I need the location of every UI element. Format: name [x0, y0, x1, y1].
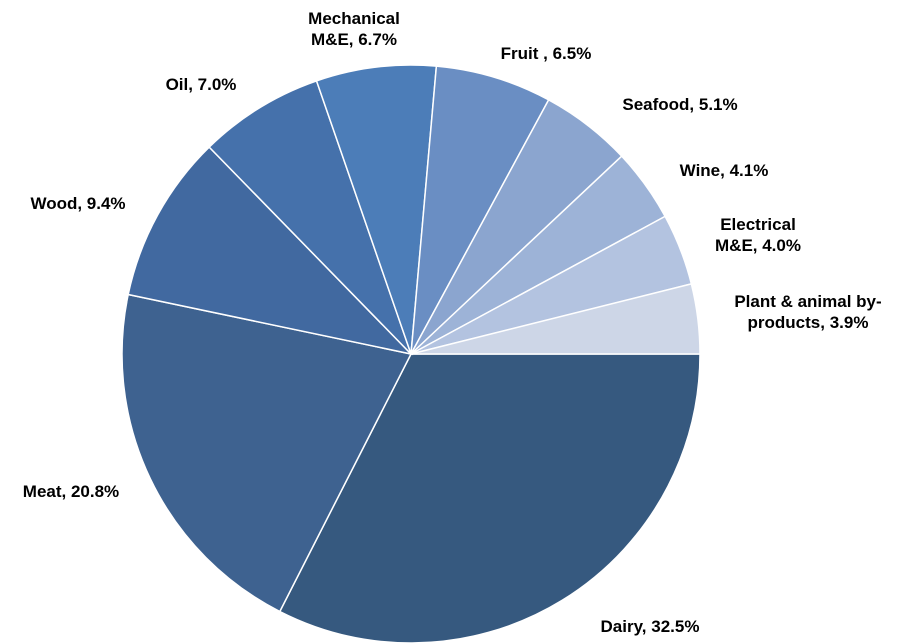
- pie-slice-plant-and-animal-by-products: [410, 282, 701, 355]
- pie-slice-dairy: [278, 353, 701, 643]
- slice-label-wood: Wood, 9.4%: [30, 194, 125, 213]
- slice-label-line: Meat, 20.8%: [23, 482, 119, 501]
- pie-slice-mechanical-mande: [315, 64, 438, 355]
- slice-label-line: Fruit , 6.5%: [501, 44, 592, 63]
- slice-label-line: Wine, 4.1%: [680, 161, 769, 180]
- slice-label-dairy: Dairy, 32.5%: [601, 617, 700, 636]
- pie-labels: Dairy, 32.5% Meat, 20.8% Wood, 9.4% Oil, 7.…: [23, 9, 882, 636]
- slice-label-line: Wood, 9.4%: [30, 194, 125, 213]
- slice-label-line: products, 3.9%: [748, 313, 869, 332]
- slice-label-electrical-mande: Electrical M&E, 4.0%: [715, 215, 801, 255]
- pie-slice-fruit: [410, 65, 550, 355]
- slice-label-line: M&E, 4.0%: [715, 236, 801, 255]
- pie-slices: [121, 64, 701, 643]
- slice-label-plant-and-animal-by-products: Plant & animal by-products, 3.9%: [734, 292, 881, 332]
- slice-label-wine: Wine, 4.1%: [680, 161, 769, 180]
- slice-label-fruit: Fruit , 6.5%: [501, 44, 592, 63]
- pie-slice-wood: [127, 146, 414, 356]
- slice-label-oil: Oil, 7.0%: [166, 75, 237, 94]
- slice-label-line: Electrical: [720, 215, 796, 234]
- slice-label-mechanical-mande: Mechanical M&E, 6.7%: [308, 9, 400, 49]
- slice-label-meat: Meat, 20.8%: [23, 482, 119, 501]
- slice-label-seafood: Seafood, 5.1%: [622, 95, 737, 114]
- slice-label-line: Seafood, 5.1%: [622, 95, 737, 114]
- pie-slice-oil: [208, 79, 412, 355]
- pie-slice-meat: [121, 293, 413, 613]
- slice-label-line: M&E, 6.7%: [311, 30, 397, 49]
- slice-label-line: Oil, 7.0%: [166, 75, 237, 94]
- slice-label-line: Dairy, 32.5%: [601, 617, 700, 636]
- slice-label-line: Mechanical: [308, 9, 400, 28]
- slice-label-line: Plant & animal by-: [734, 292, 881, 311]
